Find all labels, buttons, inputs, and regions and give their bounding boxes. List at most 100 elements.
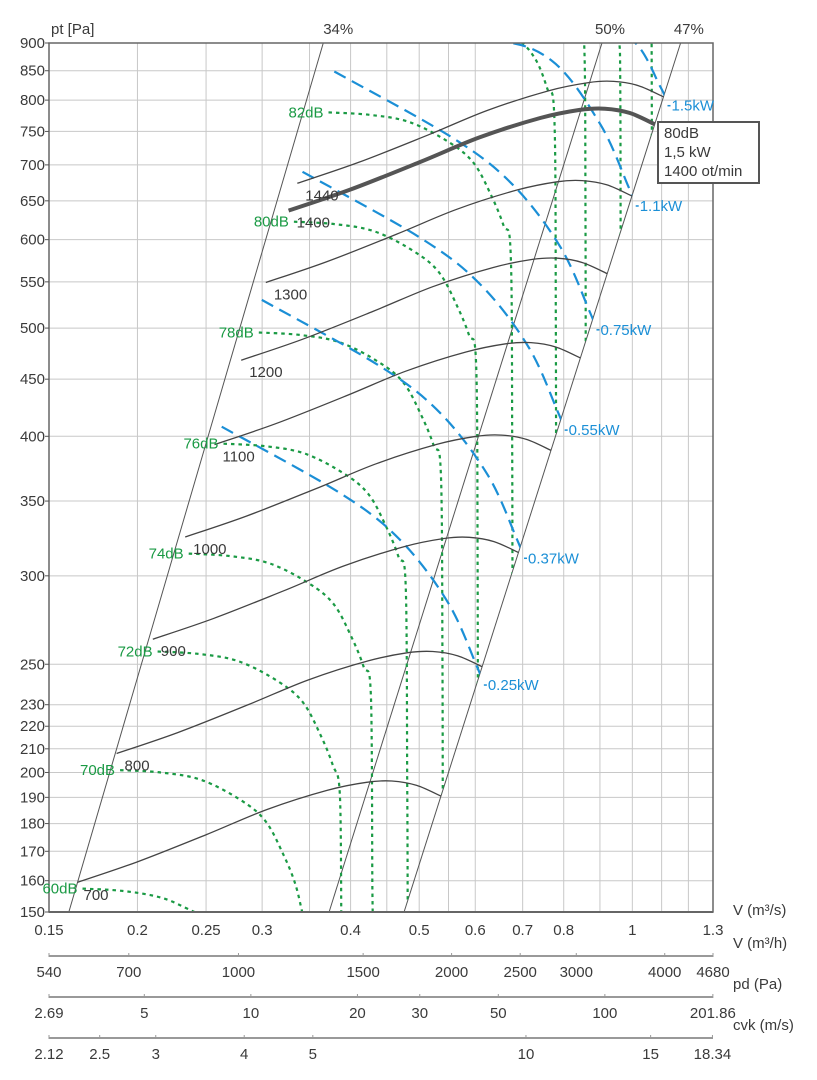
power-curve-1.5kW (405, 43, 668, 104)
plot-frame (48, 42, 714, 913)
plot-border (48, 42, 714, 913)
speed-curve-label: 1440 (305, 187, 338, 204)
sound-curve-78db (258, 331, 444, 912)
secondary-tick-label: 5 (140, 1005, 148, 1022)
sound-curve-80db (293, 220, 480, 912)
y-tick-label: 550 (20, 274, 45, 291)
y-tick-label: 160 (20, 873, 45, 890)
power-curve-0.25kW (221, 425, 484, 683)
sound-curve-label: 80dB (254, 214, 289, 231)
sound-curve-60db (82, 887, 267, 912)
sound-curve-72db (157, 650, 343, 912)
power-curve-0.37kW (261, 298, 525, 556)
efficiency-label: 47% (674, 21, 704, 38)
secondary-axis-label: pd (Pa) (733, 976, 782, 993)
power-curve-label: 0.75kW (600, 322, 652, 339)
speed-curve-700 (75, 780, 443, 884)
sound-curve-70db (120, 769, 305, 912)
efficiency-line (328, 42, 603, 913)
y-tick-label: 350 (20, 493, 45, 510)
x-axis-label: V (m³/s) (733, 902, 786, 919)
y-tick-label: 750 (20, 123, 45, 140)
speed-curve-800 (116, 650, 484, 755)
y-tick-label: 800 (20, 92, 45, 109)
speed-curve-1300 (265, 179, 633, 284)
secondary-tick-label: 700 (116, 964, 141, 981)
efficiency-line (403, 42, 682, 913)
secondary-tick-label: 18.34 (694, 1046, 732, 1063)
y-tick-label: 400 (20, 428, 45, 445)
secondary-tick-label: 3 (152, 1046, 160, 1063)
secondary-tick-label: 5 (309, 1046, 317, 1063)
x-tick-label: 0.6 (465, 922, 486, 939)
axes: 1501601701801902002102202302503003504004… (20, 21, 794, 1063)
secondary-tick-label: 1000 (222, 964, 255, 981)
secondary-tick-label: 2.12 (34, 1046, 63, 1063)
y-tick-label: 300 (20, 568, 45, 585)
sound-curve-76db (223, 442, 409, 912)
speed-curve-1400 (287, 106, 656, 213)
sound-curve-label: 78dB (219, 325, 254, 342)
y-tick-label: 500 (20, 320, 45, 337)
secondary-tick-label: 2.5 (89, 1046, 110, 1063)
speed-curve-label: 900 (161, 643, 186, 660)
labels: 34% 50% 47% 60dB 70dB 72dB 74dB 76dB 78dB 80dB 82d… (42, 21, 714, 904)
speed-curve-label: 1100 (222, 449, 254, 466)
x-tick-label: 1 (628, 922, 636, 939)
sound-curve-label: 82dB (288, 104, 323, 121)
speed-curve-label: 1000 (193, 541, 226, 558)
secondary-tick-label: 50 (490, 1005, 507, 1022)
y-tick-label: 180 (20, 816, 45, 833)
sound-curve-label: 72dB (118, 644, 153, 661)
secondary-tick-label: 2500 (504, 964, 537, 981)
x-tick-label: 0.15 (34, 922, 63, 939)
operating-point-speed: 1400 ot/min (664, 163, 743, 180)
speed-curve-label: 1400 (297, 215, 330, 232)
y-tick-label: 230 (20, 697, 45, 714)
power-curve-label: 0.55kW (569, 422, 621, 439)
y-tick-label: 450 (20, 371, 45, 388)
efficiency-line (68, 42, 324, 913)
secondary-tick-label: 1500 (346, 964, 379, 981)
efficiency-label: 50% (595, 21, 625, 38)
secondary-tick-label: 2000 (435, 964, 468, 981)
operating-point-box: 80dB 1,5 kW 1400 ot/min (657, 121, 760, 184)
curves (75, 43, 668, 912)
y-tick-label: 190 (20, 789, 45, 806)
power-curve-0.55kW (301, 170, 565, 428)
y-tick-label: 170 (20, 843, 45, 860)
sound-curve-label: 74dB (149, 546, 184, 563)
secondary-tick-label: 4000 (648, 964, 681, 981)
x-tick-label: 0.4 (340, 922, 361, 939)
secondary-axis-label: V (m³/h) (733, 935, 787, 952)
power-curve-label: 1.1kW (640, 198, 683, 215)
y-tick-label: 900 (20, 35, 45, 52)
x-tick-label: 0.3 (252, 922, 273, 939)
secondary-tick-label: 4 (240, 1046, 248, 1063)
efficiency-label: 34% (323, 21, 353, 38)
y-tick-label: 700 (20, 157, 45, 174)
power-curve-0.75kW (333, 70, 597, 328)
sound-curve-88db (436, 43, 622, 555)
operating-point-power: 1,5 kW (664, 144, 711, 161)
power-curve-label: 1.5kW (671, 98, 714, 115)
y-tick-label: 150 (20, 904, 45, 921)
speed-curve-label: 1300 (274, 287, 307, 304)
sound-curve-74db (188, 552, 374, 912)
secondary-tick-label: 201.86 (690, 1005, 736, 1022)
sound-curve-84db (372, 43, 558, 758)
speed-curve-label: 700 (83, 887, 108, 904)
power-curve-label: 0.37kW (528, 550, 580, 567)
x-tick-label: 0.7 (512, 922, 533, 939)
secondary-tick-label: 4680 (696, 964, 729, 981)
y-tick-label: 600 (20, 232, 45, 249)
secondary-tick-label: 540 (36, 964, 61, 981)
secondary-tick-label: 10 (518, 1046, 535, 1063)
secondary-axis-label: cvk (m/s) (733, 1017, 794, 1034)
speed-curve-label: 1200 (249, 364, 282, 381)
y-axis-label: pt [Pa] (51, 21, 94, 38)
y-tick-label: 850 (20, 63, 45, 80)
y-tick-label: 210 (20, 741, 45, 758)
secondary-tick-label: 15 (642, 1046, 659, 1063)
